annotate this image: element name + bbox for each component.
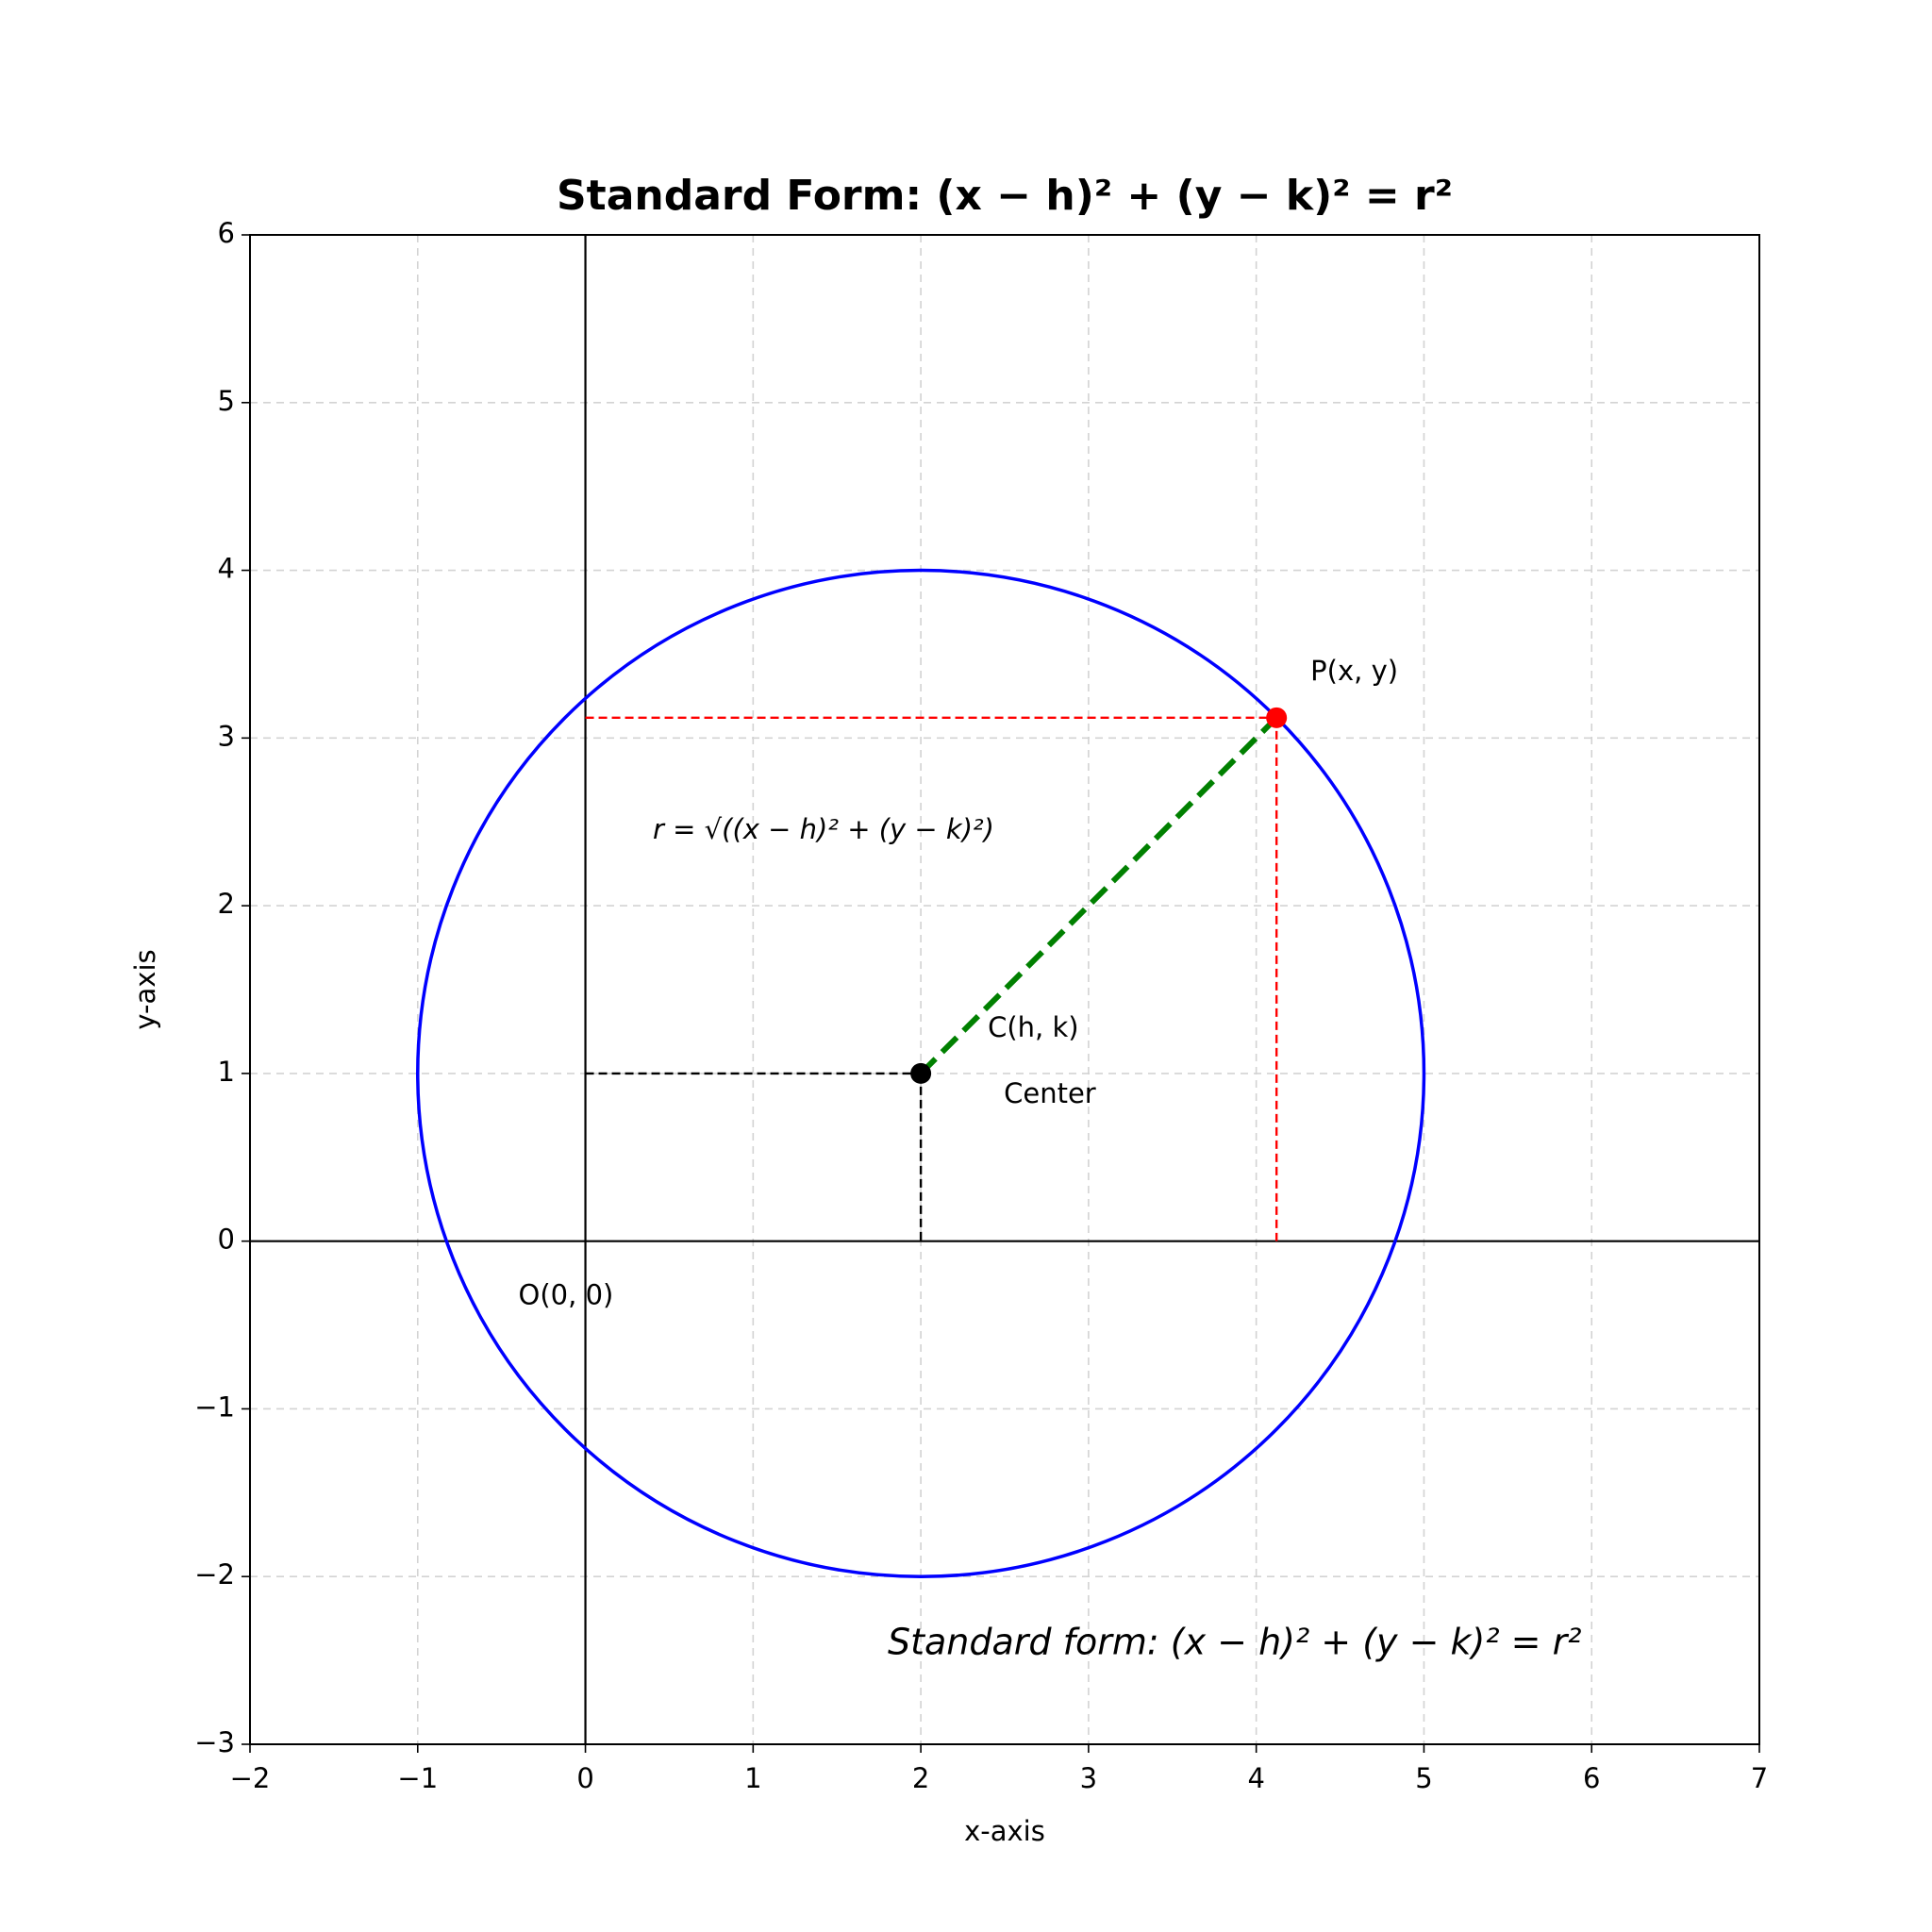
x-tick-label: −2 xyxy=(230,1762,271,1794)
point-p xyxy=(1266,707,1288,728)
plot-frame xyxy=(249,234,1760,1745)
x-tick-label: 2 xyxy=(912,1762,929,1794)
x-tick-label: 0 xyxy=(576,1762,593,1794)
y-tick-label: −3 xyxy=(194,1726,235,1758)
center-caption: Center xyxy=(1004,1077,1096,1109)
x-tick-label: 7 xyxy=(1751,1762,1768,1794)
x-tick-label: 4 xyxy=(1247,1762,1264,1794)
y-tick-label: 0 xyxy=(218,1224,235,1256)
x-tick-label: 3 xyxy=(1080,1762,1097,1794)
origin-label: O(0, 0) xyxy=(519,1279,614,1311)
x-axis-label: x-axis xyxy=(964,1815,1045,1847)
x-tick-label: 6 xyxy=(1583,1762,1600,1794)
y-tick-label: 2 xyxy=(218,888,235,920)
x-tick-label: 1 xyxy=(744,1762,761,1794)
x-tick-label: 5 xyxy=(1415,1762,1432,1794)
point-label: P(x, y) xyxy=(1310,655,1398,687)
y-tick-label: −2 xyxy=(194,1558,235,1591)
y-tick-label: 6 xyxy=(218,217,235,249)
radius-line xyxy=(918,715,1279,1076)
center-label: C(h, k) xyxy=(988,1011,1079,1043)
y-tick-label: 4 xyxy=(218,553,235,585)
y-axis-label: y-axis xyxy=(129,949,161,1029)
radius-formula: r = √((x − h)² + (y − k)²) xyxy=(653,813,994,845)
chart-title: Standard Form: (x − h)² + (y − k)² = r² xyxy=(557,172,1453,220)
y-tick-label: 5 xyxy=(218,385,235,417)
y-tick-label: 1 xyxy=(218,1056,235,1088)
standard-form: Standard form: (x − h)² + (y − k)² = r² xyxy=(888,1622,1581,1663)
y-tick-label: −1 xyxy=(194,1391,235,1423)
x-tick-label: −1 xyxy=(397,1762,438,1794)
y-tick-label: 3 xyxy=(218,720,235,752)
circle xyxy=(416,568,1426,1578)
center-point xyxy=(910,1062,932,1084)
